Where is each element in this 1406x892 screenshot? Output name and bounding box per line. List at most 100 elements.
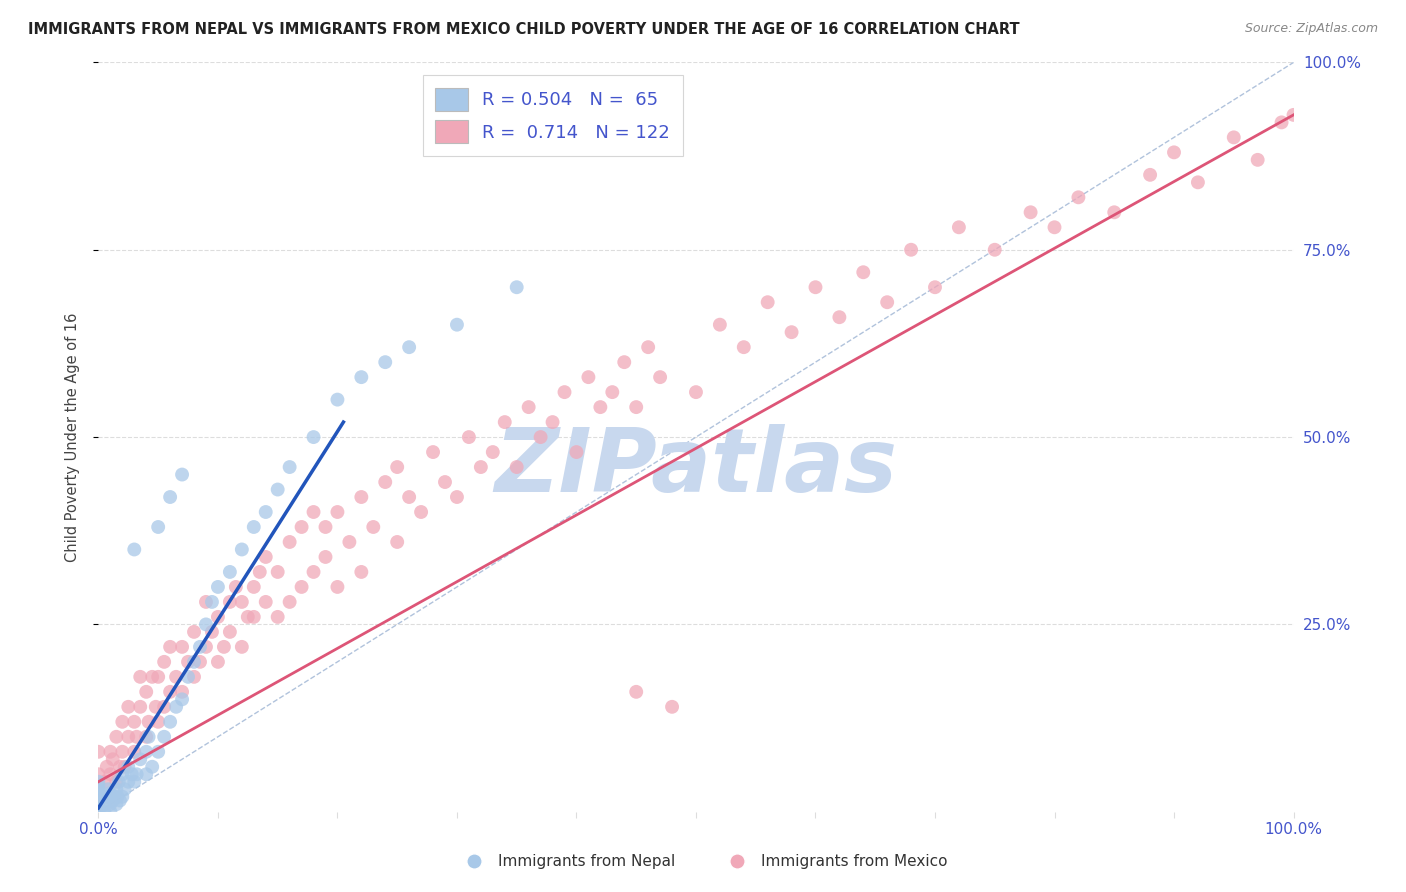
Point (105, 782, 128, 797)
Point (98, 745, 122, 759)
Point (589, 400, 612, 414)
Point (87, 779, 110, 793)
Point (254, 549, 277, 564)
Point (117, 699, 139, 714)
Point (326, 505, 349, 519)
Point (506, 460, 529, 475)
Point (530, 430, 553, 444)
Point (117, 774, 139, 789)
Point (87, 786, 110, 800)
Point (103, 789, 125, 804)
Point (602, 385, 624, 400)
Point (876, 295, 898, 310)
Point (207, 610, 229, 624)
Point (138, 730, 160, 744)
Point (172, 467, 194, 482)
Point (326, 392, 349, 407)
Point (1139, 168, 1161, 182)
Point (458, 430, 481, 444)
Point (101, 752, 124, 766)
Text: ZIPatlas: ZIPatlas (495, 424, 897, 510)
Point (350, 565, 373, 579)
Point (267, 610, 290, 624)
Point (114, 782, 136, 797)
Point (138, 714, 160, 729)
Point (302, 430, 325, 444)
Point (125, 730, 148, 744)
Point (159, 714, 181, 729)
Point (804, 280, 827, 294)
Point (129, 699, 152, 714)
Legend: R = 0.504   N =  65, R =  0.714   N = 122: R = 0.504 N = 65, R = 0.714 N = 122 (423, 75, 682, 156)
Point (219, 624, 242, 639)
Point (107, 789, 129, 804)
Point (96, 760, 118, 774)
Point (98, 786, 122, 800)
Point (195, 640, 218, 654)
Point (183, 655, 205, 669)
Point (637, 340, 659, 354)
Point (153, 655, 176, 669)
Point (101, 793, 124, 807)
Point (661, 699, 683, 714)
Point (852, 265, 875, 279)
Point (153, 730, 176, 744)
Point (135, 685, 157, 699)
Point (87, 805, 110, 819)
Point (98, 797, 122, 812)
Point (183, 624, 205, 639)
Point (165, 699, 187, 714)
Point (1187, 175, 1209, 189)
Point (145, 699, 167, 714)
Point (984, 243, 1007, 257)
Point (363, 520, 385, 534)
Point (124, 542, 146, 557)
Point (648, 370, 672, 384)
Point (219, 595, 242, 609)
Point (565, 445, 588, 459)
Point (243, 520, 266, 534)
Point (900, 243, 922, 257)
Point (105, 774, 128, 789)
Point (124, 774, 146, 789)
Point (626, 400, 648, 414)
Point (1067, 190, 1090, 204)
Point (111, 789, 134, 804)
Point (254, 505, 277, 519)
Point (148, 714, 170, 729)
Point (108, 793, 131, 807)
Point (124, 745, 146, 759)
Point (350, 490, 373, 504)
Point (231, 595, 253, 609)
Point (828, 310, 851, 325)
Point (129, 670, 152, 684)
Point (554, 385, 576, 400)
Point (97, 782, 120, 797)
Point (111, 714, 134, 729)
Point (434, 475, 457, 489)
Point (470, 460, 492, 475)
Point (177, 655, 200, 669)
Point (506, 280, 529, 294)
Point (159, 640, 181, 654)
Point (93, 797, 115, 812)
Point (1019, 205, 1042, 219)
Text: Source: ZipAtlas.com: Source: ZipAtlas.com (1244, 22, 1378, 36)
Point (374, 355, 396, 369)
Point (212, 640, 235, 654)
Point (195, 595, 218, 609)
Point (249, 565, 271, 579)
Point (141, 670, 163, 684)
Point (105, 730, 128, 744)
Point (117, 730, 139, 744)
Point (124, 714, 146, 729)
Point (148, 670, 170, 684)
Point (494, 415, 516, 429)
Point (326, 580, 349, 594)
Point (733, 340, 755, 354)
Point (685, 385, 707, 400)
Point (98, 767, 122, 781)
Point (96, 789, 118, 804)
Text: IMMIGRANTS FROM NEPAL VS IMMIGRANTS FROM MEXICO CHILD POVERTY UNDER THE AGE OF 1: IMMIGRANTS FROM NEPAL VS IMMIGRANTS FROM… (28, 22, 1019, 37)
Point (172, 640, 194, 654)
